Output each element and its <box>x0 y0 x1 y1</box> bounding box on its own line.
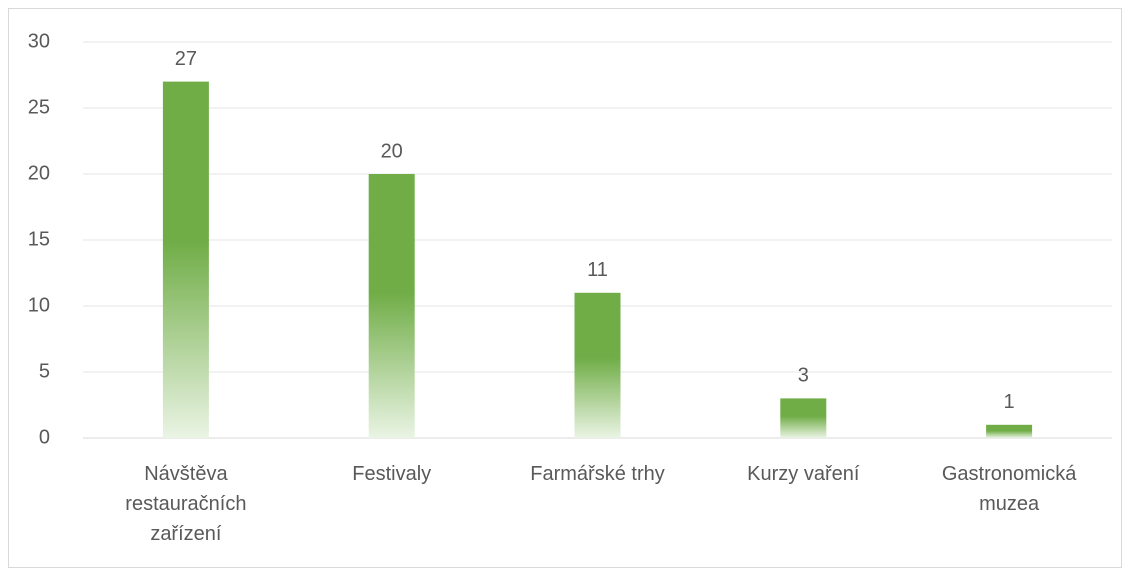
x-tick-label: Kurzy vaření <box>747 463 860 485</box>
x-tick-label: Farmářské trhy <box>530 463 665 485</box>
x-tick-label: Gastronomická muzea <box>941 463 1077 515</box>
x-tick-label: Návštěva restauračních zařízení <box>125 463 247 545</box>
data-label: 27 <box>175 48 197 70</box>
data-label: 1 <box>1004 391 1015 413</box>
y-tick-label: 15 <box>28 228 50 250</box>
data-label: 3 <box>798 365 809 387</box>
y-tick-label: 30 <box>28 30 50 52</box>
y-tick-label: 20 <box>28 162 50 184</box>
y-tick-label: 0 <box>39 426 50 448</box>
y-tick-label: 5 <box>39 360 50 382</box>
x-tick-label: Festivaly <box>352 463 432 485</box>
bar <box>780 398 827 438</box>
y-tick-label: 10 <box>28 294 50 316</box>
data-label: 20 <box>381 140 403 162</box>
y-tick-label: 25 <box>28 96 50 118</box>
bar <box>986 424 1033 438</box>
bar <box>368 174 415 438</box>
bar <box>574 292 621 438</box>
bar <box>162 81 209 438</box>
data-label: 11 <box>587 259 608 281</box>
chart-border <box>8 8 1122 568</box>
